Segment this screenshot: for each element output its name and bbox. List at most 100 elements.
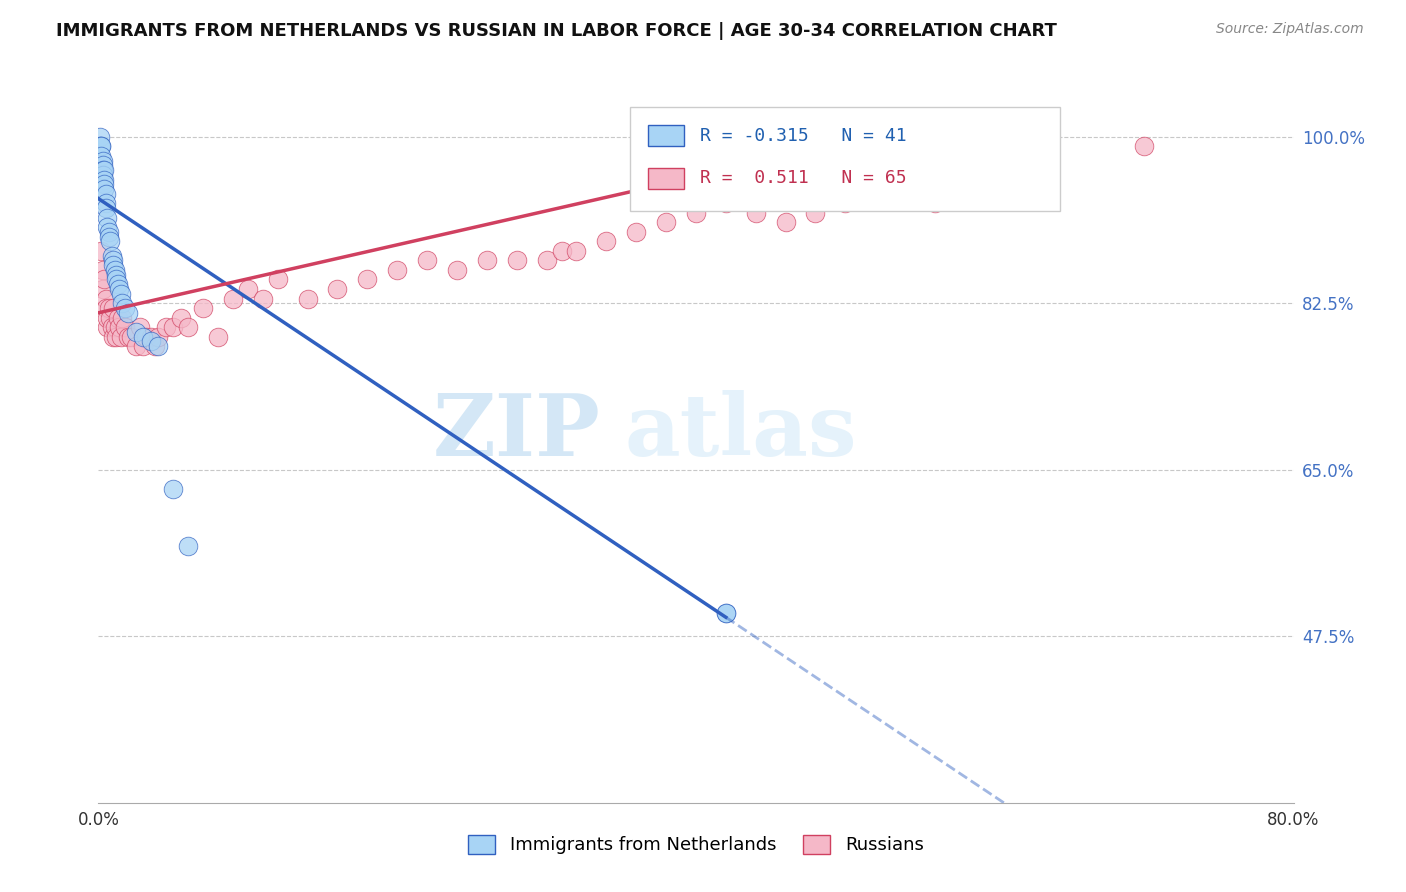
- Point: [148, 329, 170, 343]
- Point: [162, 320, 184, 334]
- Point: [536, 253, 558, 268]
- Bar: [648, 168, 685, 189]
- Point: [162, 482, 184, 496]
- Point: [252, 292, 274, 306]
- Point: [207, 329, 229, 343]
- Point: [506, 253, 529, 268]
- Legend: Immigrants from Netherlands, Russians: Immigrants from Netherlands, Russians: [461, 828, 931, 862]
- Point: [626, 225, 648, 239]
- Point: [222, 292, 245, 306]
- Point: [155, 320, 177, 334]
- Text: Source: ZipAtlas.com: Source: ZipAtlas.com: [1216, 22, 1364, 37]
- Point: [446, 263, 468, 277]
- Point: [267, 272, 290, 286]
- Point: [148, 339, 170, 353]
- Point: [135, 329, 157, 343]
- Point: [89, 139, 111, 153]
- Point: [94, 186, 117, 201]
- Point: [93, 182, 115, 196]
- Point: [94, 301, 117, 315]
- Text: ZIP: ZIP: [433, 390, 600, 474]
- Point: [91, 168, 114, 182]
- Point: [177, 539, 200, 553]
- Point: [91, 163, 114, 178]
- Point: [89, 129, 111, 144]
- Point: [565, 244, 588, 258]
- Point: [100, 235, 122, 249]
- Point: [139, 334, 162, 349]
- Point: [97, 301, 120, 315]
- FancyBboxPatch shape: [630, 107, 1060, 211]
- Point: [111, 296, 134, 310]
- Point: [107, 277, 129, 292]
- Point: [103, 258, 125, 272]
- Point: [96, 220, 118, 235]
- Point: [101, 249, 124, 263]
- Point: [416, 253, 439, 268]
- Point: [103, 301, 125, 315]
- Point: [96, 211, 118, 225]
- Point: [177, 320, 200, 334]
- Point: [1133, 139, 1156, 153]
- Point: [120, 329, 142, 343]
- Text: IMMIGRANTS FROM NETHERLANDS VS RUSSIAN IN LABOR FORCE | AGE 30-34 CORRELATION CH: IMMIGRANTS FROM NETHERLANDS VS RUSSIAN I…: [56, 22, 1057, 40]
- Point: [91, 282, 114, 296]
- Point: [132, 329, 155, 343]
- Point: [93, 272, 115, 286]
- Point: [804, 206, 827, 220]
- Point: [745, 206, 768, 220]
- Point: [111, 310, 134, 325]
- Point: [90, 149, 112, 163]
- Point: [117, 329, 139, 343]
- Point: [104, 320, 127, 334]
- Point: [143, 339, 166, 353]
- Point: [110, 286, 132, 301]
- Point: [139, 329, 162, 343]
- Point: [125, 339, 148, 353]
- Point: [108, 320, 131, 334]
- Point: [94, 201, 117, 215]
- Point: [132, 339, 155, 353]
- Point: [104, 263, 127, 277]
- Point: [714, 196, 737, 211]
- Point: [93, 178, 115, 192]
- Point: [191, 301, 214, 315]
- Point: [125, 325, 148, 339]
- Point: [93, 163, 115, 178]
- Point: [91, 153, 114, 168]
- Point: [924, 196, 946, 211]
- Point: [894, 178, 917, 192]
- Point: [90, 244, 112, 258]
- Point: [97, 225, 120, 239]
- Point: [655, 215, 678, 229]
- Point: [90, 139, 112, 153]
- Point: [550, 244, 572, 258]
- Text: atlas: atlas: [624, 390, 856, 474]
- Point: [714, 606, 737, 620]
- Point: [114, 301, 136, 315]
- Point: [94, 196, 117, 211]
- Point: [129, 320, 152, 334]
- Bar: [648, 125, 685, 146]
- Point: [385, 263, 409, 277]
- Point: [108, 282, 131, 296]
- Point: [326, 282, 349, 296]
- Point: [110, 329, 132, 343]
- Point: [117, 306, 139, 320]
- Point: [834, 196, 856, 211]
- Point: [94, 292, 117, 306]
- Point: [90, 139, 112, 153]
- Point: [96, 320, 118, 334]
- Point: [114, 320, 136, 334]
- Point: [953, 186, 976, 201]
- Point: [107, 310, 129, 325]
- Point: [236, 282, 259, 296]
- Point: [101, 320, 124, 334]
- Point: [169, 310, 191, 325]
- Point: [475, 253, 498, 268]
- Point: [356, 272, 378, 286]
- Point: [100, 310, 122, 325]
- Point: [103, 329, 125, 343]
- Point: [714, 606, 737, 620]
- Text: R =  0.511   N = 65: R = 0.511 N = 65: [700, 169, 907, 187]
